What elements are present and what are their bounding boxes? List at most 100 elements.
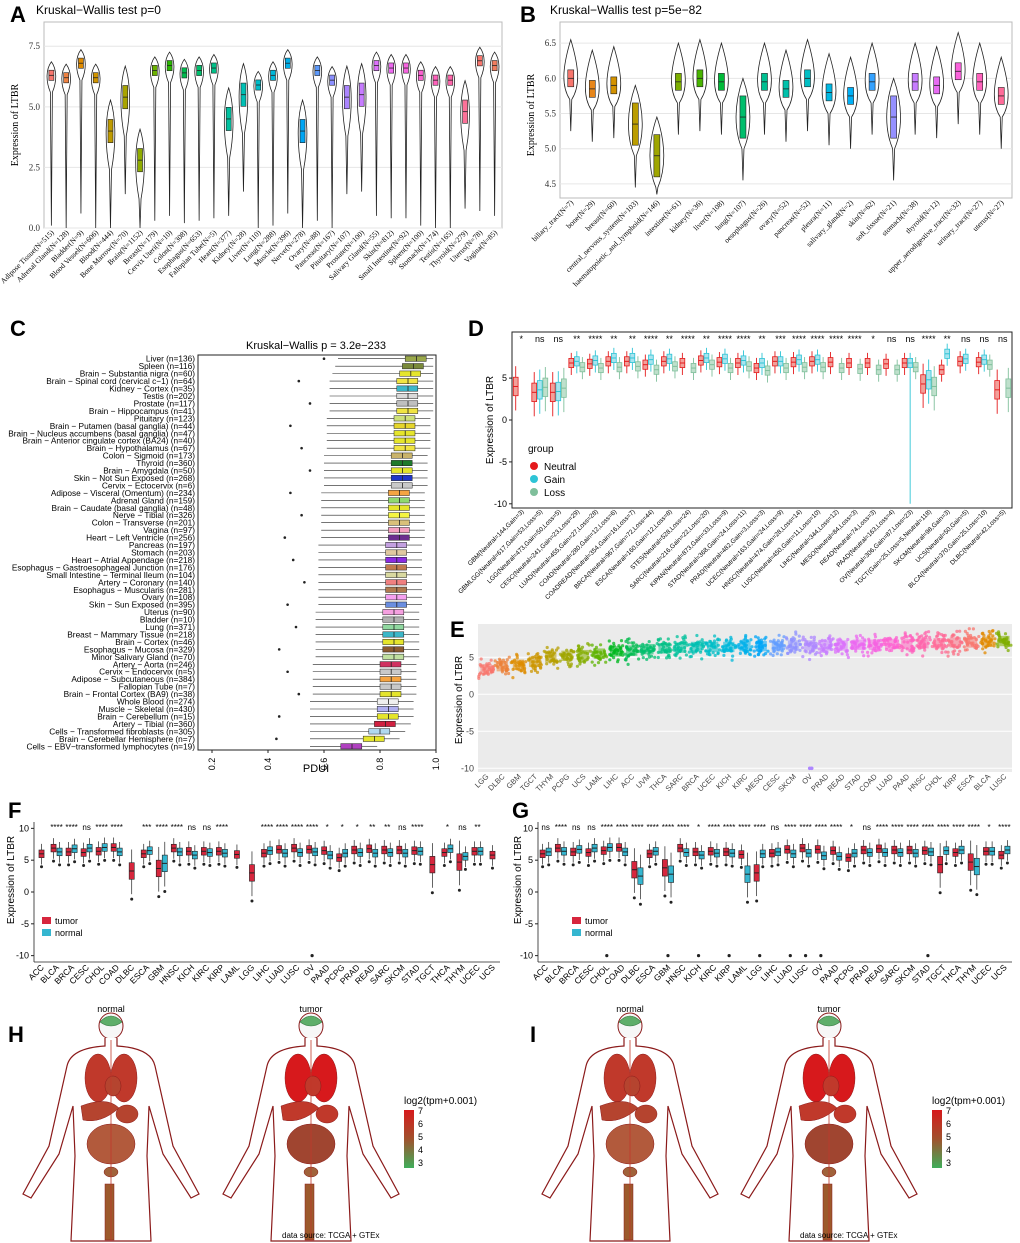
significance-label: **** bbox=[156, 823, 168, 832]
y-tick-label: 10 bbox=[19, 823, 29, 833]
data-point bbox=[728, 639, 732, 643]
violin bbox=[76, 48, 86, 214]
significance-label: ns bbox=[979, 334, 989, 344]
significance-label: **** bbox=[644, 334, 659, 344]
data-point bbox=[953, 649, 957, 653]
significance-label: ns bbox=[554, 334, 564, 344]
significance-label: **** bbox=[555, 823, 567, 832]
violin bbox=[283, 48, 293, 214]
x-tick-label: LIHC bbox=[602, 772, 621, 791]
outlier bbox=[602, 862, 606, 866]
significance-label: **** bbox=[753, 823, 765, 832]
box bbox=[382, 639, 405, 645]
y-tick-label: 5 bbox=[24, 855, 29, 865]
outlier bbox=[975, 893, 979, 897]
data-point bbox=[539, 666, 543, 670]
y-tick-label: Brain − Anterior cingulate cortex (BA24)… bbox=[23, 436, 196, 446]
data-point bbox=[700, 657, 704, 661]
outlier bbox=[547, 863, 551, 867]
violin bbox=[164, 51, 175, 216]
outlier bbox=[112, 858, 116, 862]
panel-a-ylabel: Expression of LTBR bbox=[10, 83, 21, 166]
y-tick-label: Pituitary (n=123) bbox=[134, 413, 195, 423]
outlier bbox=[846, 869, 850, 873]
significance-label: ns bbox=[998, 334, 1008, 344]
colorbar-tick: 7 bbox=[946, 1106, 951, 1116]
outlier bbox=[853, 864, 857, 868]
outlier bbox=[289, 491, 292, 495]
data-point bbox=[674, 654, 678, 658]
significance-label: **** bbox=[50, 823, 62, 832]
y-tick-label: Vagina (n=97) bbox=[143, 525, 195, 535]
panel-d: D -10-505 Expression of LTBR * ns ns ** ****… bbox=[457, 316, 1013, 601]
data-point bbox=[815, 651, 819, 655]
data-point bbox=[722, 653, 726, 658]
legend-gain-label: Gain bbox=[544, 475, 565, 486]
data-point bbox=[582, 659, 586, 663]
outlier bbox=[953, 864, 957, 868]
data-point bbox=[637, 657, 641, 661]
outlier bbox=[418, 862, 422, 866]
y-tick-label: Artery − Aorta (n=246) bbox=[113, 659, 195, 669]
outlier bbox=[442, 864, 446, 868]
panel-i-tumor-label: tumor bbox=[817, 1004, 840, 1014]
box bbox=[376, 713, 399, 720]
data-point bbox=[626, 641, 630, 645]
box bbox=[404, 355, 427, 362]
panel-b-letter: B bbox=[520, 2, 536, 27]
colorbar-tick: 4 bbox=[946, 1145, 951, 1155]
data-point bbox=[789, 650, 793, 654]
data-point bbox=[772, 638, 776, 642]
significance-label: **** bbox=[110, 823, 122, 832]
significance-label: **** bbox=[906, 823, 918, 832]
outlier bbox=[623, 863, 627, 867]
box bbox=[390, 482, 413, 489]
outlier bbox=[163, 889, 167, 893]
panel-d-yticks: -10 -5 0 5 bbox=[494, 373, 512, 509]
outlier bbox=[693, 863, 697, 867]
box bbox=[379, 691, 402, 698]
significance-label: **** bbox=[681, 334, 696, 344]
y-tick-label: 4.5 bbox=[545, 179, 557, 189]
violin bbox=[430, 65, 441, 229]
panel-c-xlabel: PDUI bbox=[303, 763, 329, 775]
significance-label: **** bbox=[708, 823, 720, 832]
significance-label: ns bbox=[887, 334, 897, 344]
data-point bbox=[641, 656, 645, 660]
outlier bbox=[761, 865, 765, 869]
outlier bbox=[541, 865, 545, 869]
panel-g-letter: G bbox=[512, 798, 529, 823]
significance-label: **** bbox=[631, 823, 643, 832]
data-point bbox=[990, 629, 995, 633]
data-point bbox=[684, 653, 689, 657]
outlier bbox=[960, 861, 964, 865]
violin bbox=[268, 61, 278, 226]
data-point bbox=[777, 633, 781, 637]
panel-d-legend-title: group bbox=[528, 444, 554, 455]
data-point bbox=[552, 662, 556, 666]
y-tick-label: -10 bbox=[461, 763, 474, 773]
data-point bbox=[967, 627, 971, 631]
data-point bbox=[724, 639, 728, 643]
femur bbox=[304, 1183, 315, 1241]
significance-label: * bbox=[356, 823, 359, 832]
data-point bbox=[691, 651, 695, 655]
box bbox=[388, 497, 410, 504]
data-point bbox=[569, 662, 574, 666]
x-tick-label: LAML bbox=[584, 772, 604, 792]
colorbar-tick: 3 bbox=[418, 1158, 423, 1168]
significance-label: **** bbox=[829, 334, 844, 344]
y-tick-label: 5.0 bbox=[545, 144, 557, 154]
box bbox=[376, 706, 399, 712]
data-point bbox=[800, 646, 805, 650]
outlier bbox=[343, 864, 347, 868]
outlier bbox=[187, 862, 191, 866]
data-point bbox=[587, 643, 591, 647]
point-cluster bbox=[868, 639, 881, 650]
significance-label: ns bbox=[398, 823, 406, 832]
significance-label: ** bbox=[944, 334, 952, 344]
outlier bbox=[352, 861, 356, 865]
panel-h-tumor-label: tumor bbox=[299, 1004, 322, 1014]
outlier bbox=[307, 860, 311, 864]
y-tick-label: Brain − Nucleus accumbens (basal ganglia… bbox=[8, 428, 195, 438]
